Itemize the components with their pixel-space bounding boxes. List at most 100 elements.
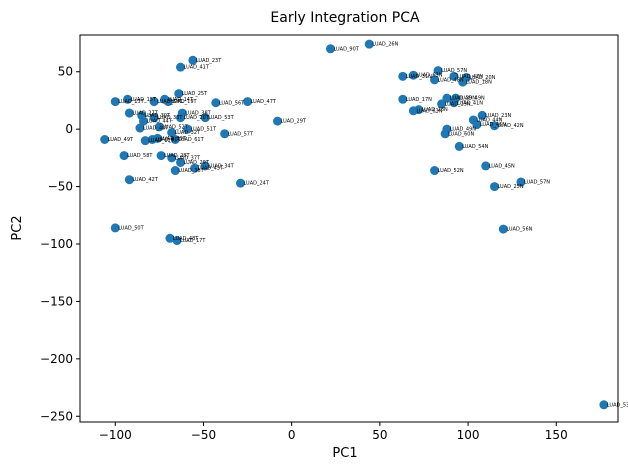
data-point bbox=[140, 136, 150, 146]
point-label: LUAD_63N bbox=[416, 108, 442, 114]
data-point bbox=[449, 71, 459, 81]
data-point bbox=[110, 223, 120, 233]
point-label: LUAD_57T bbox=[228, 131, 254, 137]
point-label: LUAD_57N bbox=[524, 179, 550, 185]
point-label: LUAD_32T bbox=[175, 130, 201, 136]
x-tick-label: −50 bbox=[191, 428, 216, 442]
data-point bbox=[176, 113, 186, 123]
data-point bbox=[190, 163, 200, 173]
point-label: LUAD_15T bbox=[131, 97, 157, 103]
data-point bbox=[243, 97, 253, 107]
data-point bbox=[139, 116, 149, 126]
data-point bbox=[211, 98, 221, 108]
data-point bbox=[124, 175, 134, 185]
data-point bbox=[149, 97, 159, 107]
point-label: LUAD_57N bbox=[441, 68, 467, 74]
point-label: LUAD_47T bbox=[251, 99, 277, 105]
y-axis: 50 0 −50 −100 −150 −200 −250 bbox=[40, 65, 80, 423]
point-label: LUAD_50T bbox=[118, 225, 144, 231]
data-point bbox=[165, 233, 175, 243]
data-point bbox=[183, 124, 193, 134]
data-point bbox=[433, 66, 443, 76]
data-point bbox=[167, 128, 177, 138]
point-label: LUAD_42N bbox=[498, 123, 524, 129]
data-point bbox=[149, 113, 159, 123]
point-label: LUAD_90T bbox=[333, 46, 359, 52]
point-label: LUAD_43T bbox=[198, 166, 224, 172]
data-point bbox=[364, 39, 374, 49]
data-point bbox=[124, 108, 134, 118]
point-label: LUAD_48T bbox=[173, 236, 199, 242]
data-point bbox=[156, 151, 166, 161]
data-point bbox=[398, 71, 408, 81]
point-label: LUAD_33T bbox=[157, 115, 183, 121]
point-label: LUAD_60N bbox=[448, 131, 474, 137]
point-label: LUAD_52N bbox=[438, 168, 464, 174]
point-label: LUAD_48N bbox=[438, 77, 464, 83]
data-point bbox=[440, 129, 450, 139]
x-tick-label: 100 bbox=[457, 428, 480, 442]
data-point bbox=[481, 161, 491, 171]
point-label: LUAD_44N bbox=[476, 117, 502, 123]
point-label: LUAD_44T bbox=[147, 119, 173, 125]
data-point bbox=[200, 113, 210, 123]
y-tick-label: 0 bbox=[65, 122, 73, 136]
data-point bbox=[172, 236, 182, 246]
y-axis-label: PC2 bbox=[10, 215, 25, 240]
point-label: LUAD_23T bbox=[196, 58, 222, 64]
data-point bbox=[119, 151, 129, 161]
point-label: LUAD_19T bbox=[171, 99, 197, 105]
point-label: LUAD_39N bbox=[450, 96, 476, 102]
point-label: LUAD_28T bbox=[164, 153, 190, 159]
point-label: LUAD_53N bbox=[607, 402, 628, 408]
data-point bbox=[490, 182, 500, 192]
x-axis-label: PC1 bbox=[332, 446, 357, 461]
x-axis: −100 −50 0 50 100 150 bbox=[99, 422, 568, 442]
y-tick-label: −100 bbox=[40, 237, 73, 251]
point-label: LUAD_51T bbox=[191, 127, 217, 133]
x-tick-label: −100 bbox=[99, 428, 132, 442]
data-point bbox=[430, 75, 440, 85]
data-point bbox=[437, 99, 447, 109]
point-label: LUAD_42T bbox=[132, 177, 158, 183]
data-point bbox=[110, 97, 120, 107]
data-point bbox=[325, 44, 335, 54]
data-point bbox=[236, 178, 246, 188]
plot-frame bbox=[79, 34, 619, 423]
point-label: LUAD_28N bbox=[422, 107, 448, 113]
data-point bbox=[163, 97, 173, 107]
y-tick-label: 50 bbox=[58, 65, 73, 79]
x-tick-label: 50 bbox=[372, 428, 387, 442]
point-label: LUAD_46N bbox=[480, 122, 506, 128]
data-point bbox=[147, 135, 157, 145]
point-label: LUAD_53T bbox=[208, 115, 234, 121]
y-tick-label: −150 bbox=[40, 294, 73, 308]
point-label: LUAD_17T bbox=[180, 238, 206, 244]
point-label: LUAD_17N bbox=[406, 97, 432, 103]
point-label: LUAD_37T bbox=[175, 155, 201, 161]
chart-title: Early Integration PCA bbox=[270, 10, 420, 26]
data-point bbox=[154, 122, 164, 132]
point-label: LUAD_25T bbox=[182, 91, 208, 97]
data-point bbox=[220, 129, 230, 139]
data-point bbox=[170, 166, 180, 176]
point-label: LUAD_58T bbox=[127, 153, 153, 159]
point-label: LUAD_34T bbox=[208, 163, 234, 169]
point-label: LUAD_27T bbox=[132, 111, 158, 117]
point-label: LUAD_52T bbox=[162, 124, 188, 130]
data-point bbox=[170, 135, 180, 145]
y-tick-label: −250 bbox=[40, 409, 73, 423]
data-point bbox=[100, 135, 110, 145]
point-label: LUAD_41N bbox=[457, 100, 483, 106]
point-label: LUAD_54N bbox=[462, 144, 488, 150]
data-point bbox=[135, 123, 145, 133]
point-label: LUAD_23N bbox=[485, 113, 511, 119]
point-label: LUAD_29T bbox=[184, 160, 210, 166]
point-label: LUAD_14T bbox=[168, 97, 194, 103]
point-label: LUAD_13T bbox=[118, 99, 144, 105]
point-label: LUAD_25N bbox=[498, 184, 524, 190]
point-label: LUAD_30T bbox=[145, 113, 171, 119]
x-tick-label: 150 bbox=[545, 428, 568, 442]
x-tick-label: 0 bbox=[288, 428, 296, 442]
